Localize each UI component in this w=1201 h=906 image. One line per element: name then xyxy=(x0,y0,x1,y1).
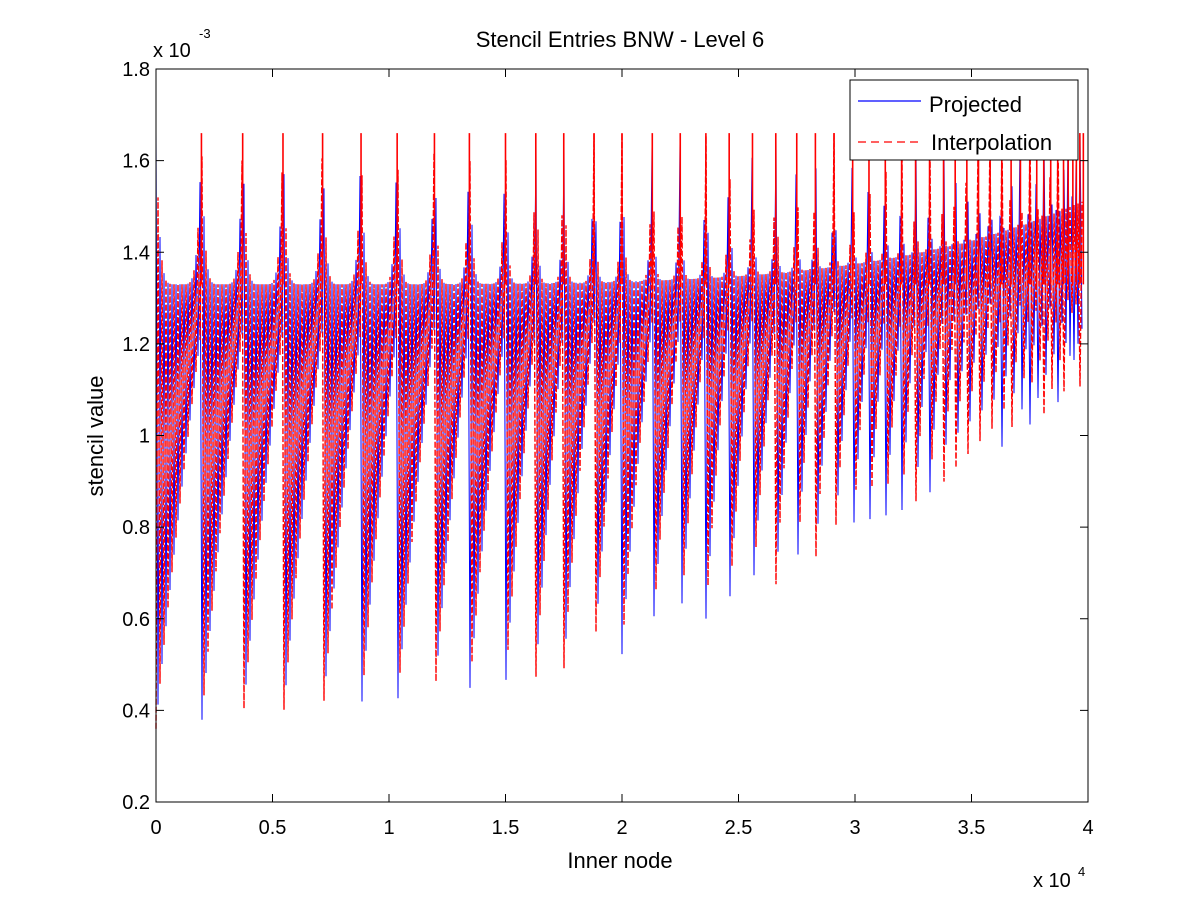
legend-label-projected: Projected xyxy=(929,92,1022,117)
x-multiplier-exponent: 4 xyxy=(1078,864,1085,879)
x-axis-label: Inner node xyxy=(567,848,672,873)
data-layer xyxy=(155,133,1085,729)
x-axis-ticks: 0 0.5 1 1.5 2 2.5 3 3.5 4 xyxy=(150,69,1094,839)
y-tick-label: 1.8 xyxy=(122,59,150,81)
y-tick-label: 1 xyxy=(139,426,150,448)
x-tick-label: 3 xyxy=(849,817,860,839)
x-tick-label: 0 xyxy=(150,817,161,839)
x-multiplier: x 10 4 xyxy=(1033,864,1085,892)
x-tick-label: 0.5 xyxy=(259,817,287,839)
y-tick-label: 0.6 xyxy=(122,609,150,631)
y-tick-label: 1.4 xyxy=(122,242,150,264)
legend-box xyxy=(849,79,1079,161)
y-tick-label: 1.6 xyxy=(122,151,150,173)
y-tick-label: 0.2 xyxy=(122,792,150,814)
x-tick-label: 4 xyxy=(1082,817,1093,839)
y-multiplier-exponent: -3 xyxy=(199,26,211,41)
y-axis-ticks: 0.2 0.4 0.6 0.8 1 1.2 1.4 1.6 1.8 xyxy=(122,59,1088,814)
chart-title: Stencil Entries BNW - Level 6 xyxy=(476,27,765,52)
x-multiplier-base: x 10 xyxy=(1033,870,1071,892)
x-tick-label: 1.5 xyxy=(492,817,520,839)
x-tick-label: 2.5 xyxy=(725,817,753,839)
series-line-interpolation xyxy=(155,133,1083,729)
x-tick-label: 2 xyxy=(616,817,627,839)
x-tick-label: 3.5 xyxy=(958,817,986,839)
legend-label-interpolation: Interpolation xyxy=(931,130,1052,155)
y-tick-label: 0.4 xyxy=(122,700,150,722)
y-multiplier-base: x 10 xyxy=(153,40,191,62)
x-tick-label: 1 xyxy=(383,817,394,839)
legend: Projected Interpolation xyxy=(849,79,1079,161)
y-tick-label: 1.2 xyxy=(122,334,150,356)
y-axis-label: stencil value xyxy=(83,375,108,496)
y-multiplier: x 10 -3 xyxy=(153,26,211,62)
y-tick-label: 0.8 xyxy=(122,517,150,539)
